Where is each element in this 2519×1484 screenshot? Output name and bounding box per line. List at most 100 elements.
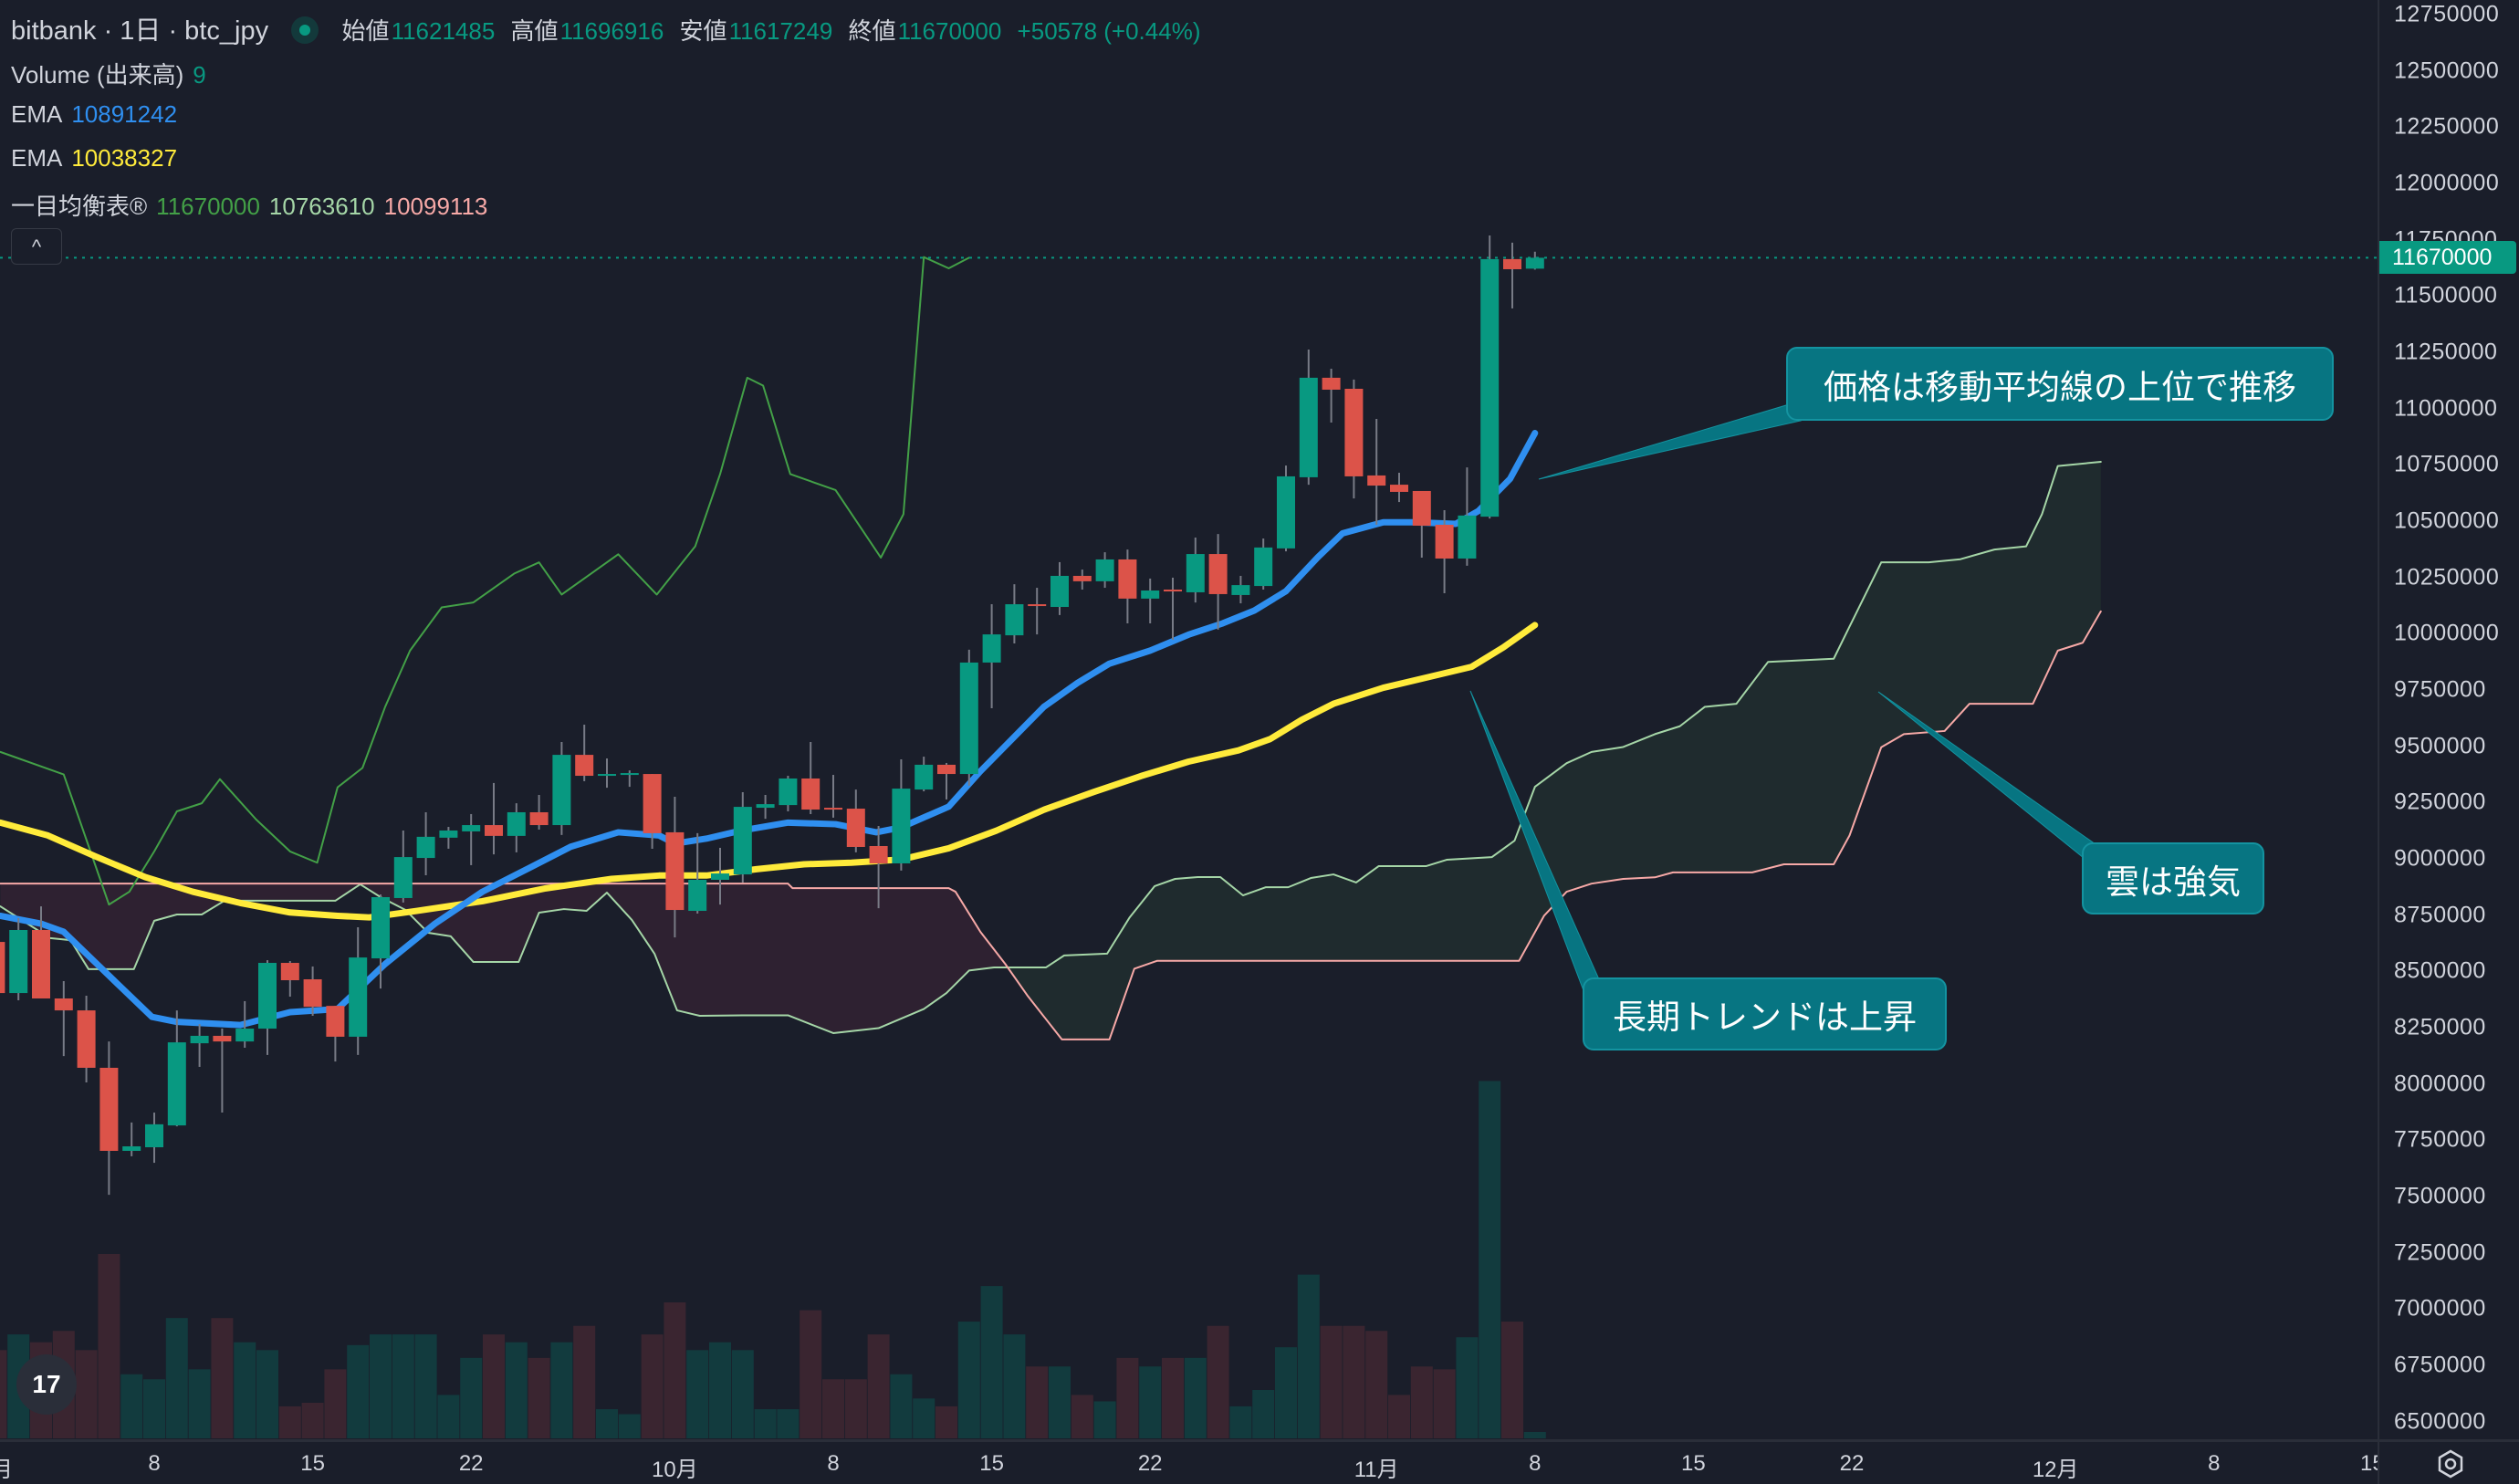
candle [1412,490,1431,558]
ichimoku-chikou-line [0,256,970,906]
candle-body [190,1035,209,1044]
candle-body [393,857,413,898]
volume-bar [641,1334,664,1438]
tradingview-logo[interactable]: 17 [16,1354,77,1415]
volume-bar [1343,1325,1365,1438]
candle-body [1412,490,1431,526]
volume-bar [1139,1366,1162,1438]
time-tick-label: 9月 [0,1451,13,1483]
candle-body [507,811,526,836]
chart-pane[interactable] [0,0,2378,1439]
callout-text: 雲は強気 [2106,862,2241,901]
candle [1254,538,1273,590]
ichimoku-label: 一目均衡表® [11,193,148,220]
price-tick-label: 8750000 [2394,902,2486,928]
candle-body [77,1010,96,1068]
candle [1005,584,1024,643]
volume-bar [278,1406,301,1438]
price-tick-label: 9000000 [2394,845,2486,872]
last-price-tag: 11670000 [2379,241,2516,275]
price-tick-label: 12750000 [2394,1,2500,27]
candle-body [892,789,911,863]
high-label: 高値 [510,17,559,45]
price-tick-label: 7250000 [2394,1239,2486,1266]
price-tick-label: 8000000 [2394,1071,2486,1097]
legend-ema-slow[interactable]: EMA 10038327 [11,144,186,172]
candle-body [1503,258,1521,269]
price-chart[interactable] [0,0,2378,1439]
candle [733,792,752,883]
candle [959,649,978,786]
candle [869,826,888,909]
candle-body [99,1067,119,1151]
candle [1277,465,1295,552]
candle [1503,242,1521,308]
candle [1390,472,1408,503]
candle-body [665,831,685,911]
collapse-legend-button[interactable]: ^ [11,228,62,265]
candle [303,966,322,1016]
axis-settings-button[interactable] [2378,1439,2519,1484]
price-axis[interactable]: 12750000 12500000 12250000 12000000 11750000… [2378,0,2519,1439]
callout-long-term-up[interactable]: 長期トレンドは上昇 [1583,977,1947,1050]
price-tick-label: 11000000 [2394,395,2498,422]
volume-bar [460,1357,483,1438]
volume-bar [1433,1369,1456,1438]
candle-body [1095,559,1114,581]
candle [620,770,639,788]
volume-bar [731,1350,754,1438]
candle [371,894,390,989]
legend-ichimoku[interactable]: 一目均衡表® 11670000 10763610 10099113 [11,188,496,222]
volume-bar [324,1369,347,1438]
candle-body [915,764,934,790]
candle [1095,552,1114,589]
volume-bar [1479,1081,1501,1438]
ichimoku-senkou-a-value: 10763610 [268,193,375,220]
close-value: 11670000 [897,17,1002,45]
time-tick-label: 8 [827,1451,840,1476]
candle [1164,577,1182,641]
symbol-title[interactable]: bitbank · 1日 · btc_jpy [11,16,269,46]
candle [552,742,571,835]
chevron-up-icon: ^ [31,235,42,258]
candle-body [349,957,368,1037]
ichimoku-senkou-b-line [0,610,2102,1040]
candle-body [846,809,865,847]
change-value: +50578 (+0.44%) [1017,17,1201,45]
volume-bar [1297,1274,1320,1438]
volume-bar [483,1334,505,1438]
candle [99,1041,119,1196]
time-tick-label: 8 [2208,1451,2221,1476]
volume-bar [1184,1357,1207,1438]
volume-label: Volume (出来高) [11,61,184,89]
candle [1344,379,1364,499]
candle-body [439,830,458,838]
candle-body [801,778,821,810]
candle [575,725,594,781]
candle-body [1344,388,1364,476]
callout-price-above-ma[interactable]: 価格は移動平均線の上位で推移 [1786,347,2334,421]
price-tick-label: 7500000 [2394,1183,2486,1209]
candle-body [1231,585,1250,595]
low-label: 安値 [679,17,727,45]
price-tick-label: 10750000 [2394,451,2500,477]
candle-body [1050,575,1069,608]
candle-body [213,1035,232,1042]
legend-ema-fast[interactable]: EMA 10891242 [11,100,186,129]
candle-body [326,1006,345,1037]
legend-volume[interactable]: Volume (出来高) 9 [11,57,215,90]
candle-body [643,774,662,833]
callout-cloud-bullish[interactable]: 雲は強気 [2082,842,2264,914]
price-tick-label: 10000000 [2394,620,2500,646]
callout-text: 価格は移動平均線の上位で推移 [1824,368,2296,406]
time-tick-label: 15 [1681,1451,1706,1476]
candle-body [1164,590,1182,592]
candle-body [145,1123,163,1148]
candle [1299,350,1318,486]
time-tick-label: 8 [1529,1451,1542,1476]
candle [349,927,368,1055]
volume-bar [1207,1325,1229,1438]
price-tick-label: 12500000 [2394,57,2500,84]
time-axis[interactable]: 9月 8 15 22 10月 8 15 22 11月 8 15 22 12月 8 15 [0,1439,2378,1484]
candle [235,1000,255,1049]
